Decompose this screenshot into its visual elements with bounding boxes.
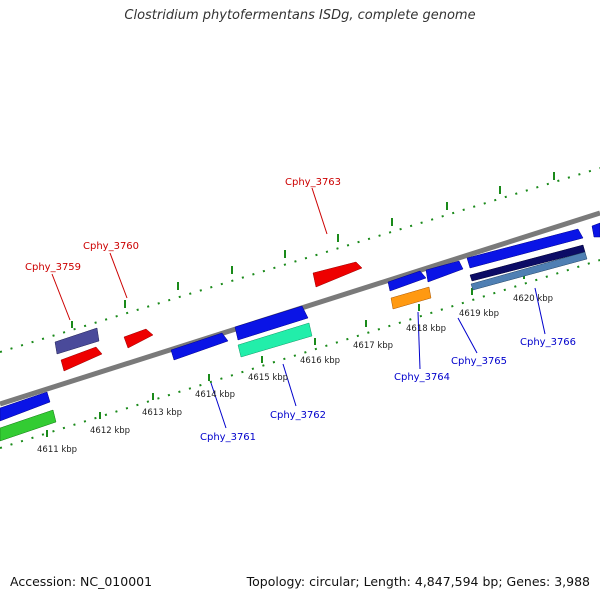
tick-label: 4619 kbp [459, 309, 499, 319]
gene-3760-red [123, 328, 154, 349]
tick-label: 4617 kbp [353, 341, 393, 351]
gene-3759-purple [54, 327, 100, 355]
tick-label: 4615 kbp [248, 373, 288, 383]
gene-left-green [0, 409, 57, 442]
gene-3764-orange [390, 286, 432, 310]
tick-label: 4620 kbp [513, 294, 553, 304]
gene-label-cphy-3762: Cphy_3762 [270, 410, 326, 421]
gene-3762-teal [237, 322, 313, 358]
inner-major-ticks [46, 272, 525, 437]
gene-3763-red [312, 261, 363, 288]
gene-3765-blue [425, 260, 464, 283]
gene-label-cphy-3761: Cphy_3761 [200, 432, 256, 443]
outer-tick-track [0, 167, 600, 353]
kbp-labels: 4611 kbp 4612 kbp 4613 kbp 4614 kbp 4615… [37, 294, 553, 455]
gene-features [0, 222, 600, 442]
leader-lines-bottom [210, 287, 546, 429]
gene-label-cphy-3760: Cphy_3760 [83, 241, 139, 252]
tick-label: 4618 kbp [406, 324, 446, 334]
gene-3766-blue [466, 228, 584, 269]
gene-3761-blue [170, 332, 229, 361]
gene-label-cphy-3764: Cphy_3764 [394, 372, 450, 383]
gene-label-cphy-3759: Cphy_3759 [25, 262, 81, 273]
gene-labels-top: Cphy_3759 Cphy_3760 Cphy_3763 [25, 177, 341, 273]
gene-3762-blue [234, 305, 309, 341]
gene-labels-bottom: Cphy_3761 Cphy_3762 Cphy_3764 Cphy_3765 … [200, 337, 576, 443]
accession-text: Accession: NC_010001 [10, 574, 153, 589]
gene-label-cphy-3766: Cphy_3766 [520, 337, 576, 348]
gene-3764-blue [387, 270, 427, 292]
gene-3766-steel [470, 251, 588, 291]
gene-3759-red [60, 346, 103, 372]
tick-label: 4614 kbp [195, 390, 235, 400]
tick-label: 4613 kbp [142, 408, 182, 418]
leader-lines-top [51, 187, 328, 321]
map-title: Clostridium phytofermentans ISDg, comple… [124, 8, 476, 23]
gene-label-cphy-3765: Cphy_3765 [451, 356, 507, 367]
tick-label: 4612 kbp [90, 426, 130, 436]
outer-major-ticks [71, 172, 555, 328]
gene-right-edge-blue [591, 222, 600, 238]
gene-label-cphy-3763: Cphy_3763 [285, 177, 341, 188]
tick-label: 4611 kbp [37, 445, 77, 455]
gene-left-blue [0, 391, 51, 422]
topology-text: Topology: circular; Length: 4,847,594 bp… [246, 574, 590, 589]
tick-label: 4616 kbp [300, 356, 340, 366]
